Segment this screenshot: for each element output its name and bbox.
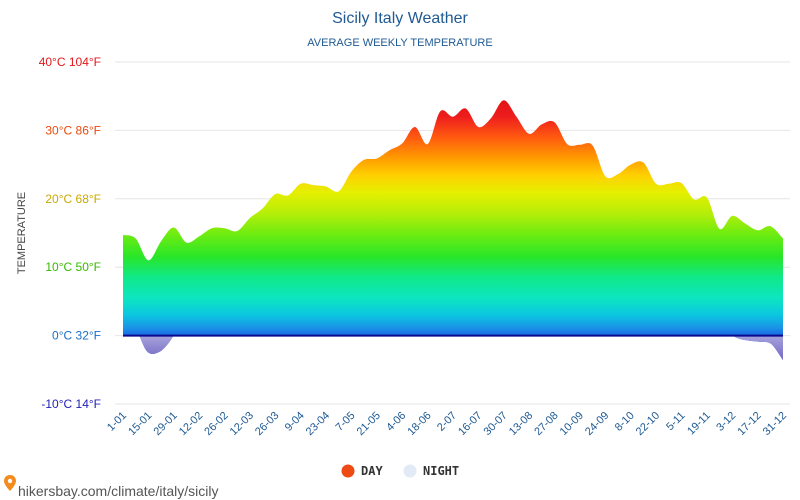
x-tick-label: 12-03 xyxy=(228,410,256,438)
y-tick-label: 10°C 50°F xyxy=(45,260,101,274)
day-series xyxy=(123,100,783,336)
x-tick-label: 16-07 xyxy=(456,410,484,438)
footer[interactable]: hikersbay.com/climate/italy/sicily xyxy=(4,475,218,499)
x-tick-label: 31-12 xyxy=(761,410,789,438)
footer-url[interactable]: hikersbay.com/climate/italy/sicily xyxy=(18,483,218,499)
legend-item-day[interactable]: DAY xyxy=(341,464,384,478)
x-tick-label: 22-10 xyxy=(634,410,662,438)
x-tick-label: 30-07 xyxy=(482,410,510,438)
x-tick-label: 17-12 xyxy=(735,410,763,438)
x-tick-label: 26-02 xyxy=(202,410,230,438)
y-tick-label: 30°C 86°F xyxy=(45,123,101,137)
day-area xyxy=(123,100,783,336)
legend-night-label: NIGHT xyxy=(423,464,459,478)
y-tick-label: 20°C 68°F xyxy=(45,192,101,206)
legend-night-swatch xyxy=(403,464,417,478)
y-tick-label: 0°C 32°F xyxy=(52,329,101,343)
x-tick-label: 13-08 xyxy=(507,410,535,438)
legend-day-swatch xyxy=(341,464,355,478)
x-tick-label: 10-09 xyxy=(558,410,586,438)
y-axis-label: TEMPERATURE xyxy=(16,192,28,274)
x-tick-label: 15-01 xyxy=(126,410,154,438)
y-tick-label: -10°C 14°F xyxy=(41,397,101,411)
x-tick-label: 26-03 xyxy=(253,410,281,438)
legend: DAY NIGHT xyxy=(341,464,460,478)
x-tick-label: 29-01 xyxy=(152,410,180,438)
x-tick-label: 5-11 xyxy=(664,410,687,433)
y-axis-ticks: 40°C 104°F 30°C 86°F 20°C 68°F 10°C 50°F 0°C… xyxy=(39,55,101,411)
x-tick-label: 27-08 xyxy=(532,410,560,438)
x-tick-label: 24-09 xyxy=(583,410,611,438)
legend-day-label: DAY xyxy=(361,464,383,478)
location-pin-icon xyxy=(4,475,16,491)
x-tick-label: 23-04 xyxy=(304,410,332,438)
x-tick-label: 18-06 xyxy=(405,410,433,438)
y-tick-label: 40°C 104°F xyxy=(39,55,101,69)
x-tick-label: 19-11 xyxy=(685,410,713,438)
legend-item-night[interactable]: NIGHT xyxy=(403,464,460,478)
x-tick-label: 21-05 xyxy=(355,410,383,438)
x-tick-label: 12-02 xyxy=(177,410,205,438)
chart-subtitle: AVERAGE WEEKLY TEMPERATURE xyxy=(307,37,492,49)
chart-title: Sicily Italy Weather xyxy=(332,10,468,27)
